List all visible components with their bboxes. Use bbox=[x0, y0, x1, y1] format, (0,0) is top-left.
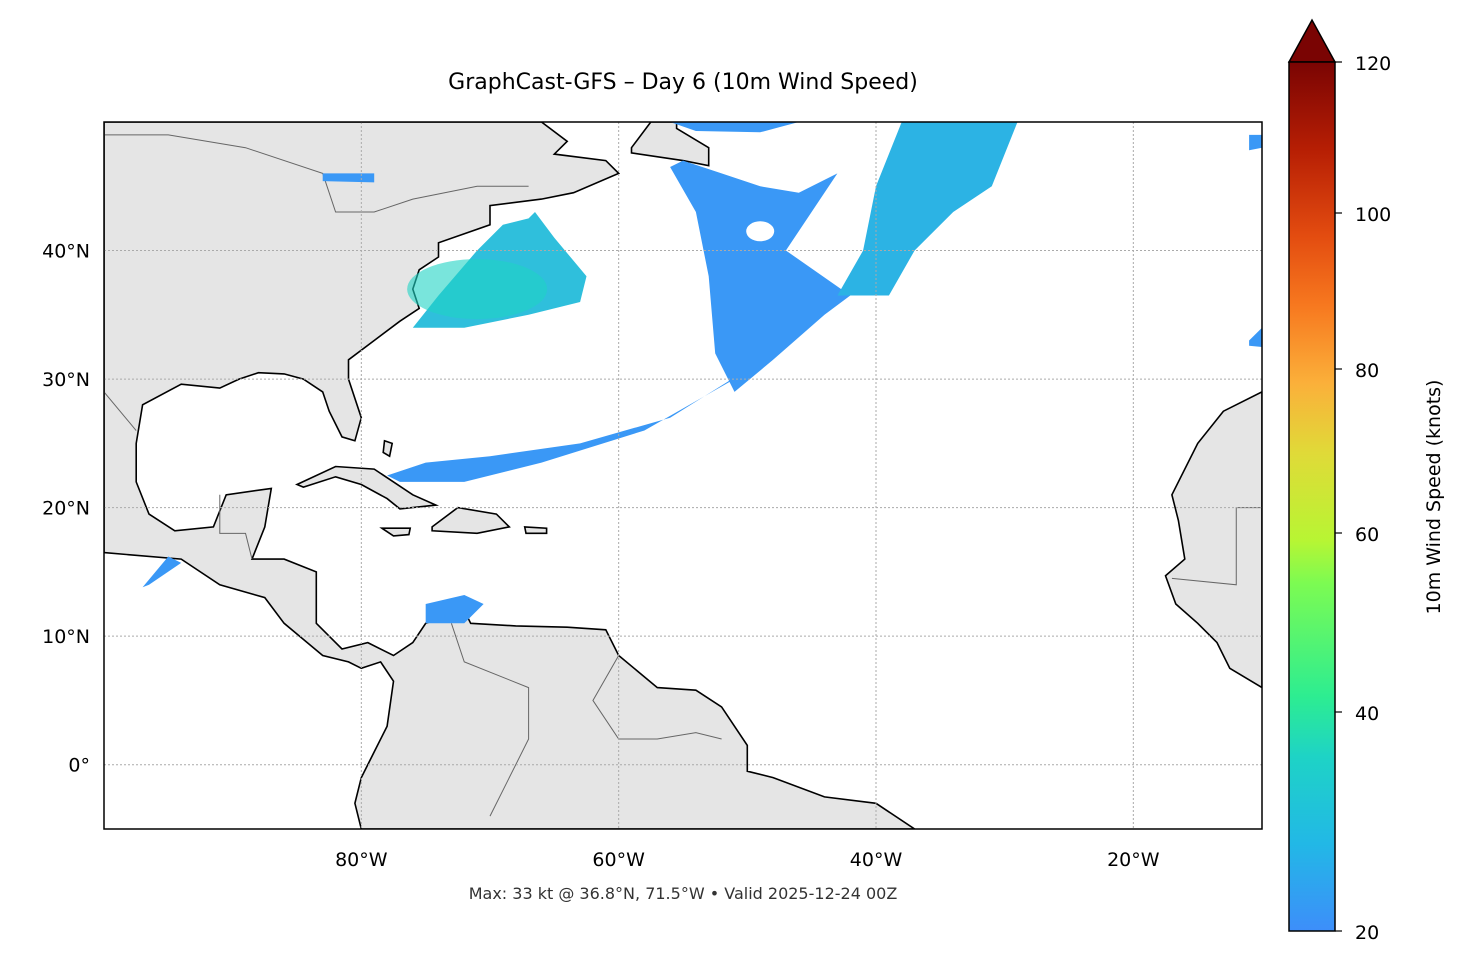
land-layer bbox=[104, 122, 1262, 829]
wind-area-east-edge-mid bbox=[1249, 327, 1262, 347]
footer-caption: Max: 33 kt @ 36.8°N, 71.5°W • Valid 2025… bbox=[468, 884, 898, 903]
colorbar-tick-label: 20 bbox=[1355, 922, 1379, 944]
land-puerto-rico bbox=[523, 526, 548, 535]
colorbar: 20 40 60 80 100 120 10m Wind Speed (knots) bbox=[1287, 18, 1445, 944]
colorbar-bar bbox=[1288, 61, 1336, 932]
gridlines bbox=[104, 122, 1262, 829]
lon-tick-label: 20°W bbox=[1107, 849, 1160, 871]
wind-area-northeast-strip bbox=[837, 122, 1018, 296]
wind-field-hole bbox=[746, 221, 775, 242]
wind-area-north-edge bbox=[670, 122, 799, 133]
lat-tick-label: 40°N bbox=[42, 241, 90, 263]
country-border bbox=[592, 655, 722, 740]
country-border bbox=[104, 391, 137, 431]
wind-area-great-lakes bbox=[322, 173, 375, 183]
wind-core-max bbox=[407, 259, 548, 320]
colorbar-tick-label: 120 bbox=[1355, 53, 1391, 75]
wind-area-central-atlantic bbox=[670, 160, 851, 392]
land-newfoundland bbox=[630, 122, 710, 167]
lat-tick-label: 30°N bbox=[42, 369, 90, 391]
lat-tick-label: 0° bbox=[68, 755, 90, 777]
wind-area-subtropical-band bbox=[387, 289, 851, 482]
wind-field-layer bbox=[142, 122, 1262, 624]
colorbar-tick-label: 40 bbox=[1355, 703, 1379, 725]
colorbar-extend-arrow bbox=[1287, 18, 1337, 63]
country-border bbox=[104, 134, 529, 213]
colorbar-tick-label: 80 bbox=[1355, 360, 1379, 382]
land-jamaica bbox=[379, 527, 412, 537]
land-africa bbox=[1164, 391, 1262, 689]
wind-area-east-edge-north bbox=[1249, 134, 1262, 151]
lon-tick-label: 40°W bbox=[850, 849, 903, 871]
land-hispaniola bbox=[431, 506, 511, 535]
country-border bbox=[219, 494, 253, 560]
land-andros bbox=[382, 439, 394, 458]
axis-ticks: 80°W 60°W 40°W 20°W 40°N 30°N 20°N 10°N 0° bbox=[42, 241, 1160, 871]
map-title: GraphCast-GFS – Day 6 (10m Wind Speed) bbox=[448, 70, 918, 95]
lat-tick-label: 10°N bbox=[42, 626, 90, 648]
wind-area-caribbean bbox=[425, 595, 484, 624]
land-cuba bbox=[294, 465, 440, 510]
lon-tick-label: 80°W bbox=[335, 849, 388, 871]
country-border bbox=[450, 623, 530, 817]
lat-tick-label: 20°N bbox=[42, 498, 90, 520]
map-frame bbox=[103, 121, 1263, 830]
colorbar-tick-label: 60 bbox=[1355, 524, 1379, 546]
lon-tick-label: 60°W bbox=[592, 849, 645, 871]
wind-area-pacific bbox=[142, 556, 182, 588]
colorbar-label: 10m Wind Speed (knots) bbox=[1423, 380, 1445, 615]
colorbar-tick-label: 100 bbox=[1355, 204, 1391, 226]
